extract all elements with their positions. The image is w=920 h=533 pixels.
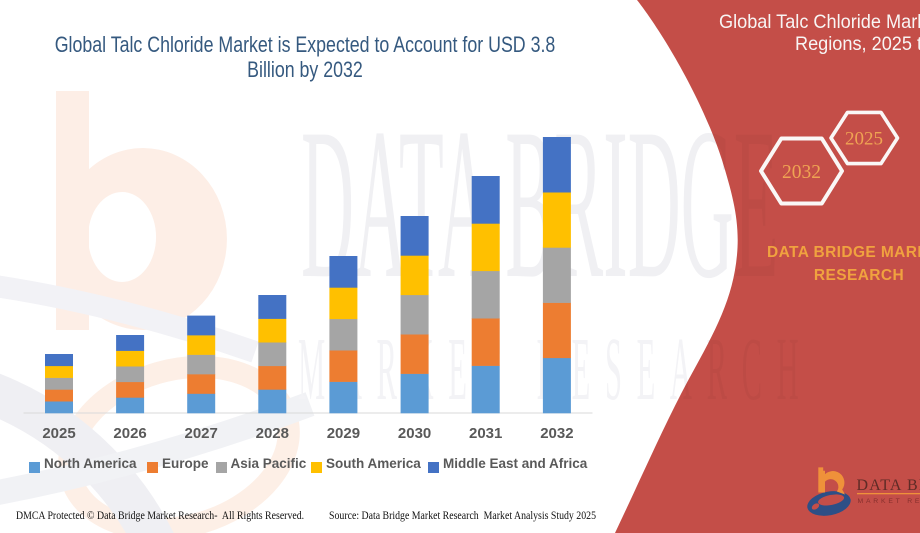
svg-text:DATA BRIDGE: DATA BRIDGE (857, 477, 920, 494)
svg-text:DATA BRIDGE: DATA BRIDGE (301, 83, 779, 323)
svg-text:2032: 2032 (782, 162, 821, 183)
svg-text:MARKET RES: MARKET RES (858, 498, 920, 505)
svg-text:2025: 2025 (845, 129, 883, 150)
